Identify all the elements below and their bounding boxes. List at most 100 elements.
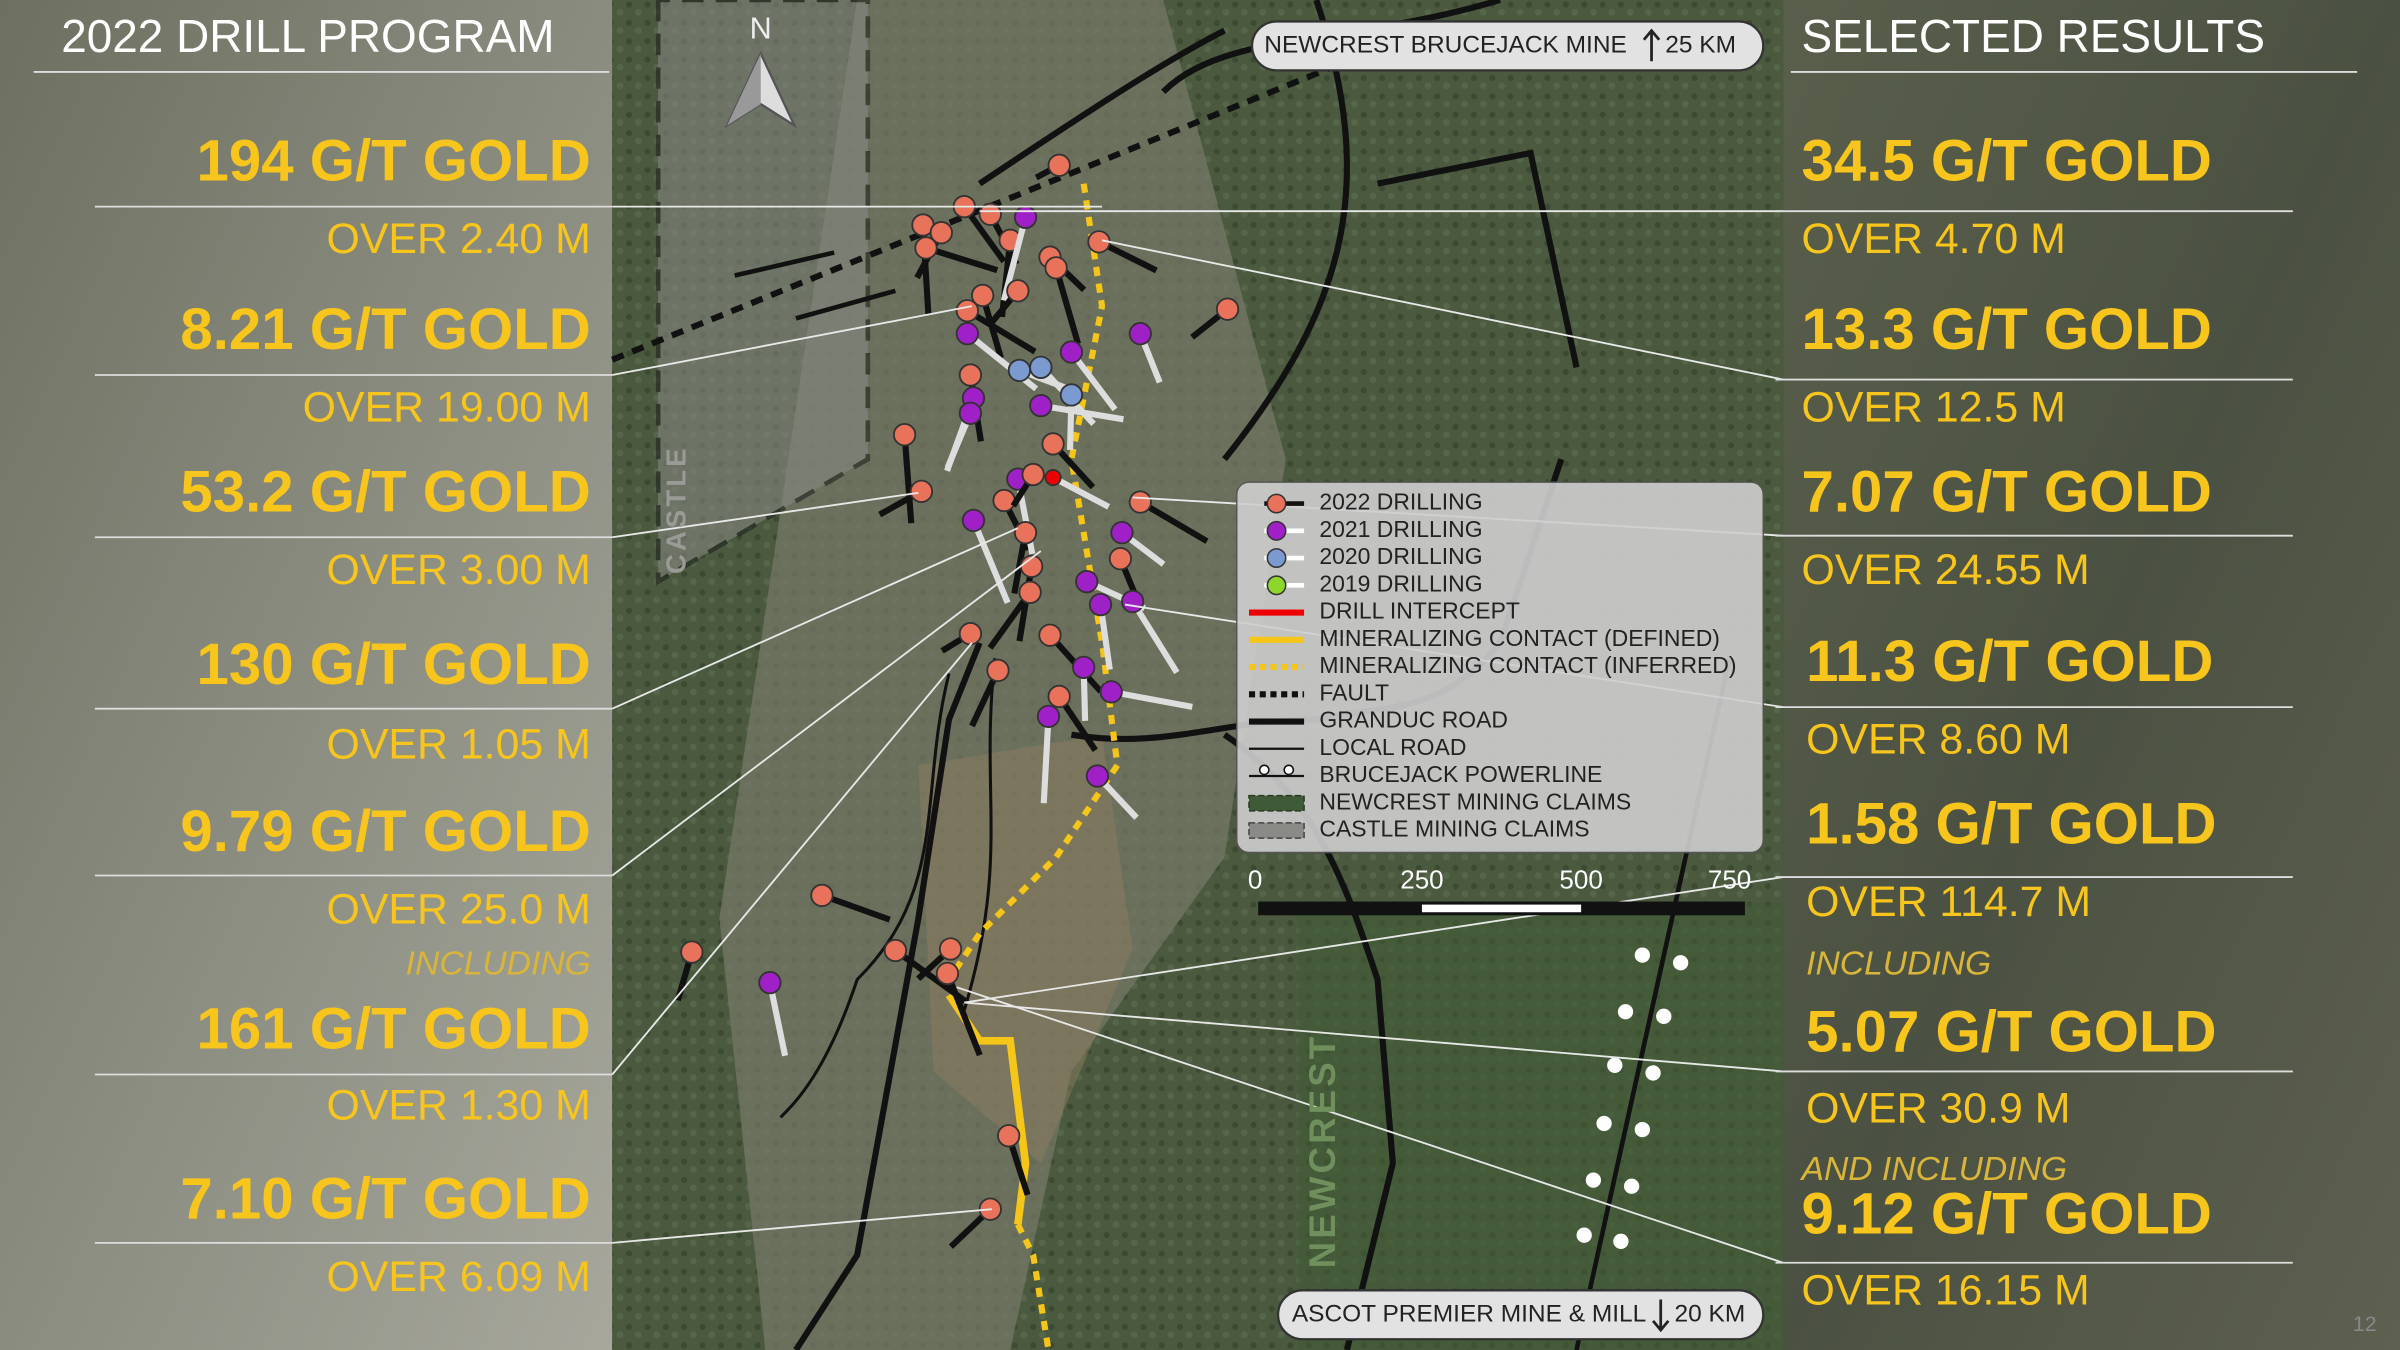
legend-label: CASTLE MINING CLAIMS: [1319, 816, 1589, 842]
result-interval: OVER 24.55 M: [1802, 546, 2090, 594]
legend-label: GRANDUC ROAD: [1319, 707, 1508, 733]
drill-collar: [971, 283, 995, 308]
legend-item: 2021 DRILLING: [1264, 516, 1483, 542]
result-grade: 130 G/T GOLD: [197, 632, 591, 697]
drill-trace: [901, 434, 915, 524]
legend-label: MINERALIZING CONTACT (INFERRED): [1319, 652, 1736, 678]
result-grade: 11.3 G/T GOLD: [1806, 629, 2213, 694]
drill-collar: [997, 1124, 1021, 1148]
result-interval: OVER 2.40 M: [327, 215, 591, 263]
result-grade: 161 G/T GOLD: [197, 997, 591, 1062]
legend-label: 2022 DRILLING: [1319, 489, 1482, 515]
newcrest-claim: [1297, 903, 1784, 1350]
drill-collar: [1059, 340, 1084, 364]
contact-inferred: [1015, 1223, 1052, 1350]
area-label: NEWCREST: [1302, 1034, 1343, 1269]
drill-collar: [978, 202, 1002, 226]
result-interval: OVER 25.0 M: [327, 886, 591, 934]
drill-collar: [955, 322, 979, 346]
legend-symbol: [1266, 493, 1287, 514]
legend-label: NEWCREST MINING CLAIMS: [1319, 788, 1631, 814]
legend-label: 2021 DRILLING: [1319, 516, 1482, 542]
legend-symbol: [1266, 575, 1287, 596]
legend-label: LOCAL ROAD: [1319, 734, 1466, 760]
drill-collar: [1215, 297, 1240, 321]
drill-collar: [1018, 580, 1042, 604]
page-number: 12: [2353, 1312, 2377, 1336]
drill-collar: [955, 299, 979, 323]
legend-label: DRILL INTERCEPT: [1319, 598, 1520, 624]
result-interval: OVER 12.5 M: [1802, 384, 2066, 432]
left-title: 2022 DRILL PROGRAM: [61, 10, 554, 62]
drill-collar: [1072, 655, 1096, 679]
result-grade: 7.10 G/T GOLD: [180, 1166, 590, 1231]
drill-collar: [958, 401, 983, 425]
result-grade: 8.21 G/T GOLD: [180, 297, 590, 362]
drill-trace: [965, 308, 1037, 355]
legend-item: 2019 DRILLING: [1264, 570, 1483, 596]
drill-collar: [758, 971, 782, 995]
scale-bar: 0 250 500 750: [1248, 865, 1751, 916]
result-grade: 5.07 G/T GOLD: [1806, 1000, 2216, 1065]
castle-claim: [655, 0, 871, 586]
result-interval: OVER 6.09 M: [327, 1253, 591, 1301]
drill-collar: [1085, 764, 1110, 788]
drill-collar: [1059, 383, 1084, 407]
drill-collar: [1099, 680, 1123, 704]
legend-symbol: [1248, 822, 1305, 839]
bottom-banner: ASCOT PREMIER MINE & MILL 20 KM: [1276, 1289, 1765, 1341]
result-grade: 9.12 G/T GOLD: [1802, 1182, 2212, 1247]
drill-collar: [1088, 592, 1113, 617]
result-interval: OVER 30.9 M: [1806, 1085, 2070, 1133]
drill-trace: [1138, 499, 1209, 544]
drill-trace: [944, 972, 983, 1057]
legend-symbol: [1248, 794, 1305, 812]
banner-text: ASCOT PREMIER MINE & MILL: [1292, 1300, 1646, 1327]
drill-collar: [929, 221, 953, 245]
drill-trace: [1053, 267, 1081, 345]
drill-trace: [766, 982, 789, 1057]
drill-collar: [680, 940, 704, 964]
legend-symbol: [1266, 548, 1287, 569]
result-grade: 7.07 G/T GOLD: [1802, 459, 2212, 524]
area-label: CASTLE: [660, 445, 691, 574]
drill-collar: [958, 363, 983, 387]
drill-collar: [1036, 704, 1061, 728]
legend-item: 2020 DRILLING: [1264, 543, 1483, 569]
drill-collar: [1108, 547, 1133, 571]
drill-collar: [1128, 490, 1152, 514]
drill-trace: [1040, 716, 1052, 804]
drill-collar: [1044, 468, 1062, 487]
drill-collar: [1006, 279, 1030, 303]
north-label: N: [750, 12, 772, 46]
drill-trace: [1130, 599, 1180, 675]
result-interval: OVER 8.60 M: [1806, 716, 2070, 764]
fault-arrow: [734, 250, 897, 321]
drill-trace: [970, 519, 1011, 604]
result-grade: 9.79 G/T GOLD: [180, 799, 590, 864]
drill-collar: [1021, 462, 1045, 487]
left-background: [0, 0, 613, 1350]
legend-item: FAULT: [1248, 679, 1389, 705]
result-interval: OVER 19.00 M: [303, 384, 591, 432]
legend-item: DRILL INTERCEPT: [1248, 598, 1520, 624]
result-interval: OVER 1.05 M: [327, 720, 591, 768]
result-grade: 1.58 G/T GOLD: [1806, 791, 2216, 856]
banner-distance: 20 KM: [1674, 1300, 1745, 1327]
legend-symbol: [1283, 764, 1295, 776]
drill-collar: [961, 508, 986, 533]
drill-collar: [1029, 393, 1053, 418]
scale-label: 500: [1559, 865, 1602, 895]
drill-collar: [883, 938, 908, 963]
legend-item: NEWCREST MINING CLAIMS: [1248, 788, 1631, 814]
legend-item: LOCAL ROAD: [1248, 734, 1466, 760]
legend-item: GRANDUC ROAD: [1248, 707, 1508, 733]
drill-collar: [1128, 322, 1152, 346]
right-title: SELECTED RESULTS: [1802, 10, 2265, 62]
drill-collar: [1121, 589, 1145, 614]
result-connector: AND INCLUDING: [1800, 1151, 2068, 1188]
drill-trace: [925, 245, 999, 274]
drill-collar: [1041, 432, 1065, 456]
